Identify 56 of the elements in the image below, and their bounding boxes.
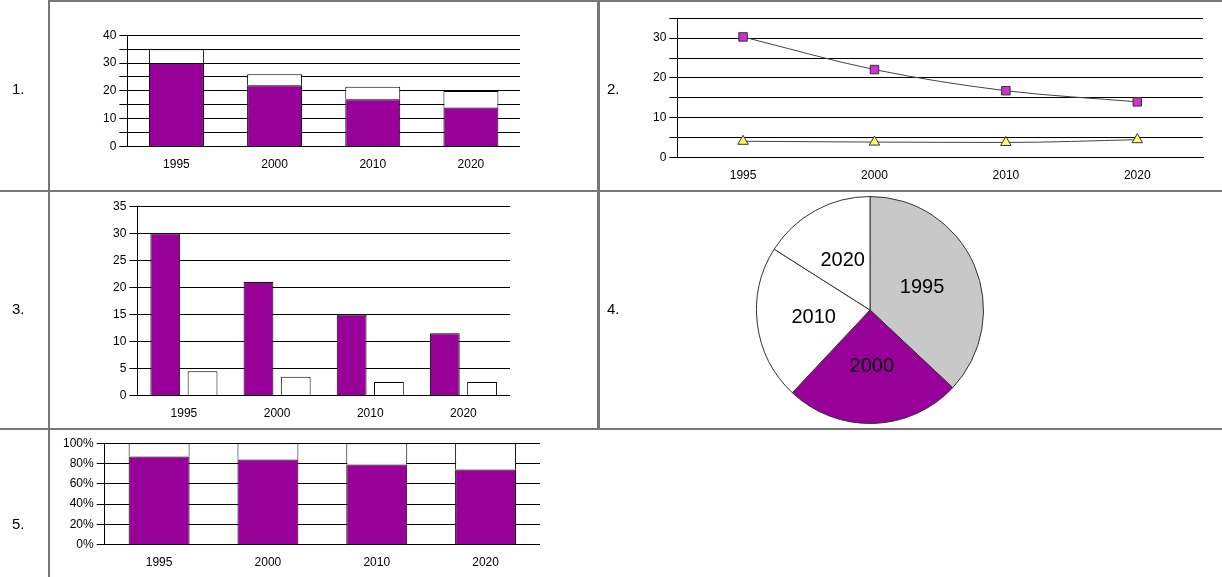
y-tick-label: 40: [102, 27, 117, 42]
point: [1001, 85, 1011, 96]
x-tick-label: 1995: [145, 555, 173, 570]
y-tick-label: 30: [652, 30, 667, 45]
y-tick-label: 0%: [76, 536, 95, 551]
x-tick-label: 2020: [1123, 168, 1151, 183]
text: 3.: [12, 300, 25, 317]
x-tick-label: 2020: [450, 406, 478, 421]
x-tick-label: 1995: [163, 157, 191, 172]
point: [869, 64, 880, 75]
y-tick-label: 0: [659, 149, 667, 164]
y-tick-label: 60%: [69, 476, 95, 491]
y-tick-label: 20: [112, 279, 127, 294]
slice-label: 2000: [849, 354, 895, 377]
text: 2.: [607, 80, 620, 97]
y-tick-label: 20: [102, 83, 117, 98]
x-tick-label: 1995: [729, 168, 757, 183]
x-tick-label: 2000: [261, 157, 289, 172]
slice-label: 2020: [820, 247, 865, 270]
point: [1131, 133, 1143, 144]
y-tick-label: 40%: [69, 496, 95, 511]
y-tick-label: 10: [112, 333, 127, 348]
y-tick-label: 0: [109, 138, 117, 153]
x-tick-label: 1995: [170, 406, 198, 421]
x-tick-label: 2010: [359, 157, 387, 172]
y-tick-label: 10: [652, 110, 667, 125]
x-tick-label: 2020: [457, 157, 485, 172]
y-tick-label: 5: [119, 360, 127, 375]
y-tick-label: 15: [112, 306, 127, 321]
x-tick-label: 2000: [263, 406, 291, 421]
y-tick-label: 20: [652, 70, 667, 85]
slice-label: 1995: [899, 274, 945, 297]
y-tick-label: 25: [112, 252, 127, 267]
x-tick-label: 2000: [254, 555, 282, 570]
y-tick-label: 20%: [69, 516, 95, 531]
point: [1132, 97, 1143, 107]
point: [1000, 135, 1012, 146]
y-tick-label: 30: [102, 55, 117, 70]
x-tick-label: 2020: [472, 555, 500, 570]
text: 4.: [607, 300, 620, 317]
y-tick-label: 10: [102, 111, 117, 126]
x-tick-label: 2010: [356, 406, 384, 421]
y-tick-label: 30: [112, 225, 127, 240]
point: [737, 134, 749, 145]
x-tick-label: 2000: [861, 168, 889, 183]
y-tick-label: 0: [119, 387, 127, 402]
x-tick-label: 2010: [363, 555, 391, 570]
y-tick-label: 35: [112, 198, 127, 213]
y-tick-label: 100%: [62, 435, 95, 450]
point: [738, 32, 748, 42]
x-tick-label: 2010: [992, 168, 1020, 183]
point: [868, 135, 881, 146]
text: 1.: [12, 80, 25, 97]
slice-label: 2010: [791, 304, 836, 327]
text: 5.: [12, 515, 25, 532]
y-tick-label: 80%: [69, 455, 95, 470]
